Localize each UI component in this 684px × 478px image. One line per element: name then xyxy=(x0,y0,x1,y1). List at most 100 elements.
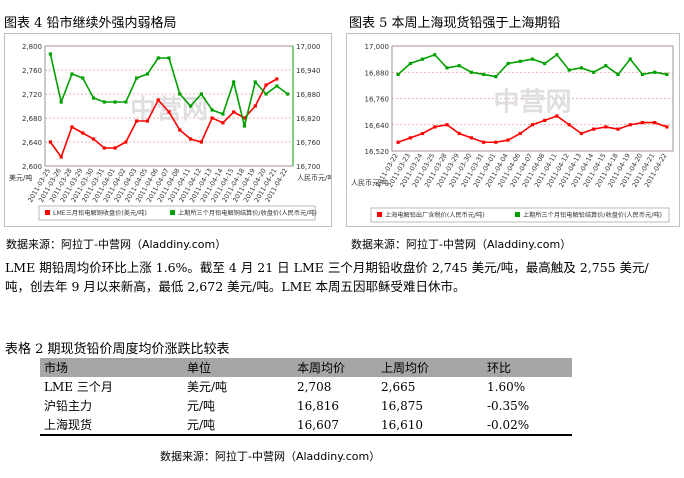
data-point xyxy=(506,61,510,66)
y-tick-label: 2,640 xyxy=(22,139,42,147)
data-point xyxy=(396,72,400,77)
data-point xyxy=(145,72,150,76)
data-point xyxy=(199,140,203,144)
figure-4-source: 数据来源：阿拉丁-中营网（Aladdiny.com） xyxy=(6,238,227,251)
data-point xyxy=(124,100,128,104)
data-point xyxy=(616,72,620,77)
y-tick-label: 2,600 xyxy=(22,163,42,171)
table-cell: 上海现货 xyxy=(44,418,93,432)
data-point xyxy=(640,72,645,77)
data-point xyxy=(518,131,522,136)
comparison-table: 市场 单位 本周均价 上周均价 环比 LME 三个月 美元/吨 2,708 2,… xyxy=(40,358,572,434)
data-point xyxy=(579,131,583,136)
data-point xyxy=(482,140,486,144)
table-header-row: 市场 单位 本周均价 上周均价 环比 xyxy=(40,358,572,377)
table-header-cell: 本周均价 xyxy=(293,358,377,377)
table-cell: 1.60% xyxy=(487,379,526,394)
right-unit-label: 人民币元/吨 xyxy=(297,173,331,182)
table-cell: 元/吨 xyxy=(187,399,216,413)
figure-4-title: 图表 4 铅市继续外强内弱格局 xyxy=(4,16,177,31)
data-point xyxy=(445,123,449,127)
data-point xyxy=(555,114,559,118)
legend-box xyxy=(370,207,670,223)
table-cell: 2,665 xyxy=(381,379,416,394)
data-point xyxy=(530,123,535,127)
data-point xyxy=(135,76,139,80)
series-line xyxy=(397,115,668,144)
data-point xyxy=(81,76,85,80)
legend-swatch xyxy=(515,212,520,217)
data-point xyxy=(604,64,608,68)
table-cell: 元/吨 xyxy=(187,418,216,432)
table-row: 上海现货 元/吨 16,607 16,610 -0.02% xyxy=(40,415,572,434)
table-cell: 美元/吨 xyxy=(187,380,228,394)
figure-4-svg: 2,600 2,640 2,680 2,720 2,760 2,800 16,700 16,7… xyxy=(9,43,334,221)
table-2-title: 表格 2 期现货铅价周度均价涨跌比较表 xyxy=(5,342,230,357)
table-header-cell: 环比 xyxy=(483,358,572,377)
data-point xyxy=(408,136,412,140)
data-point xyxy=(653,120,657,125)
data-point xyxy=(433,53,437,57)
table-header-cell: 单位 xyxy=(183,358,293,377)
data-point xyxy=(135,119,139,123)
y2-tick-label: 16,700 xyxy=(296,163,321,171)
data-point xyxy=(264,92,268,96)
data-point xyxy=(275,77,279,81)
legend-swatch xyxy=(170,210,175,215)
data-point xyxy=(543,118,547,122)
legend-swatch xyxy=(45,210,50,215)
legend-box xyxy=(38,205,316,221)
data-point xyxy=(469,70,474,74)
data-point xyxy=(124,140,128,144)
table-cell: 16,816 xyxy=(297,398,339,413)
table-cell: 2,708 xyxy=(297,379,332,394)
data-point xyxy=(156,56,160,60)
data-point xyxy=(275,84,279,88)
data-point xyxy=(48,140,52,144)
data-point xyxy=(567,68,571,72)
data-point xyxy=(232,110,236,114)
data-point xyxy=(178,128,182,132)
table-source: 数据来源：阿拉丁-中营网（Aladdiny.com） xyxy=(160,450,381,463)
data-point xyxy=(221,112,225,116)
data-point xyxy=(408,61,412,66)
data-point xyxy=(665,125,669,129)
data-point xyxy=(640,120,645,125)
table-cell: 16,610 xyxy=(381,417,423,432)
figure-5-source: 数据来源：阿拉丁-中营网（Aladdiny.com） xyxy=(351,238,572,251)
table-header-cell: 上周均价 xyxy=(377,358,483,377)
data-point xyxy=(242,116,247,120)
table-row: LME 三个月 美元/吨 2,708 2,665 1.60% xyxy=(40,377,572,396)
table-cell: 16,607 xyxy=(297,417,339,432)
data-point xyxy=(113,146,117,150)
y-tick-label: 16,520 xyxy=(365,148,390,156)
data-point xyxy=(530,57,535,61)
comparison-table-wrap: 市场 单位 本周均价 上周均价 环比 LME 三个月 美元/吨 2,708 2,… xyxy=(40,358,572,436)
data-point xyxy=(457,131,461,136)
figure-4-chart: 2,600 2,640 2,680 2,720 2,760 2,800 16,700 16,7… xyxy=(4,33,334,227)
data-point xyxy=(420,131,425,136)
data-point xyxy=(579,66,583,70)
data-point xyxy=(591,127,596,131)
data-point xyxy=(567,123,571,127)
y-tick-label: 2,680 xyxy=(22,115,42,123)
data-point xyxy=(91,96,96,100)
data-point xyxy=(628,123,632,127)
y2-tick-label: 16,880 xyxy=(296,91,321,99)
data-point xyxy=(253,104,257,108)
data-point xyxy=(494,75,498,79)
data-point xyxy=(210,108,214,112)
data-point xyxy=(70,125,74,129)
data-point xyxy=(113,100,117,104)
data-point xyxy=(59,100,63,104)
data-point xyxy=(543,61,547,66)
data-point xyxy=(445,66,449,70)
series-line xyxy=(49,78,278,159)
y2-tick-label: 17,000 xyxy=(296,43,321,51)
y-tick-label: 2,720 xyxy=(22,91,42,99)
y-tick-label: 16,880 xyxy=(365,69,390,77)
data-point xyxy=(555,53,559,57)
table-bottom-rule xyxy=(40,434,572,436)
data-point xyxy=(604,125,608,129)
data-point xyxy=(616,127,620,131)
